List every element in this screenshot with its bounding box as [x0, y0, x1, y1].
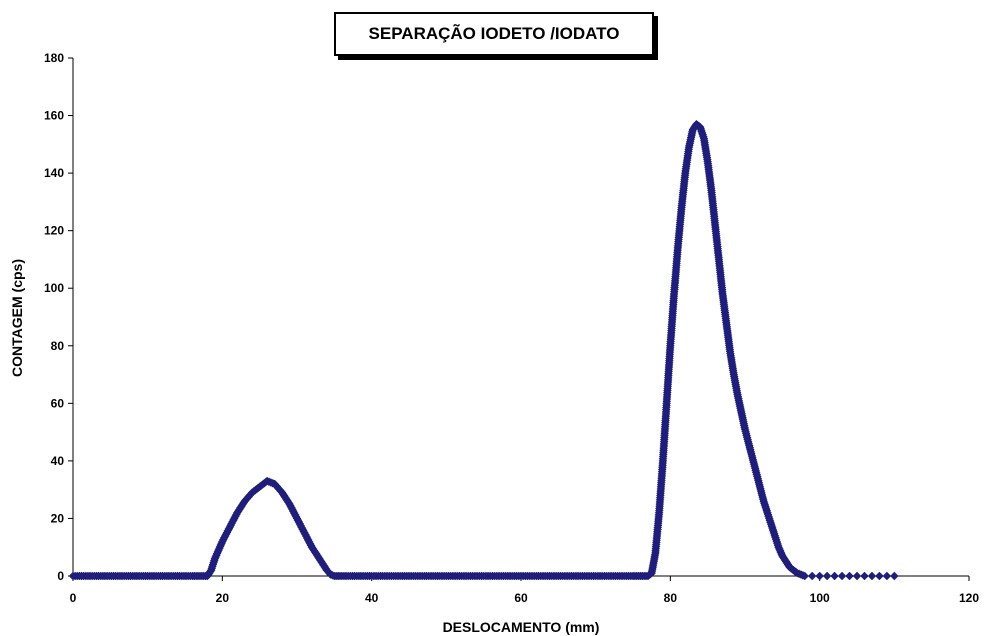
- data-point: [807, 571, 817, 581]
- chart-title-box: SEPARAÇÃO IODETO /IODATO: [334, 12, 654, 56]
- data-point: [852, 571, 862, 581]
- chart-title: SEPARAÇÃO IODETO /IODATO: [368, 24, 620, 43]
- x-tick-label: 80: [664, 591, 678, 605]
- data-point: [845, 571, 854, 581]
- tick-labels: 0 20 40 60 80 100 120 0 20 40 60 80 100 120 140 160 180: [44, 51, 979, 605]
- data-point: [875, 571, 884, 581]
- x-axis-label: DESLOCAMENTO (mm): [443, 619, 600, 635]
- y-axis-label: CONTAGEM (cps): [9, 259, 25, 377]
- y-tick-label: 160: [44, 109, 64, 123]
- y-tick-label: 40: [51, 454, 65, 468]
- x-tick-label: 120: [959, 591, 979, 605]
- x-tick-label: 100: [810, 591, 830, 605]
- data-point: [815, 571, 825, 581]
- y-tick-label: 120: [44, 224, 64, 238]
- y-tick-label: 100: [44, 281, 64, 295]
- y-tick-label: 180: [44, 51, 64, 65]
- data-point: [882, 571, 892, 581]
- data-point: [822, 571, 832, 581]
- data-point: [889, 571, 899, 581]
- y-tick-label: 20: [51, 511, 65, 525]
- y-tick-label: 0: [57, 569, 64, 583]
- data-points: [68, 119, 899, 581]
- x-tick-label: 40: [365, 591, 379, 605]
- y-tick-label: 60: [51, 396, 65, 410]
- data-point: [800, 571, 810, 581]
- x-tick-label: 0: [70, 591, 77, 605]
- axes: [72, 58, 969, 577]
- y-tick-label: 80: [51, 339, 65, 353]
- y-tick-label: 140: [44, 166, 64, 180]
- x-tick-label: 20: [216, 591, 230, 605]
- data-point: [867, 571, 877, 581]
- data-point: [837, 571, 847, 581]
- data-point: [860, 571, 869, 581]
- x-tick-label: 60: [514, 591, 528, 605]
- data-point: [830, 571, 839, 581]
- tick-marks: [68, 57, 970, 581]
